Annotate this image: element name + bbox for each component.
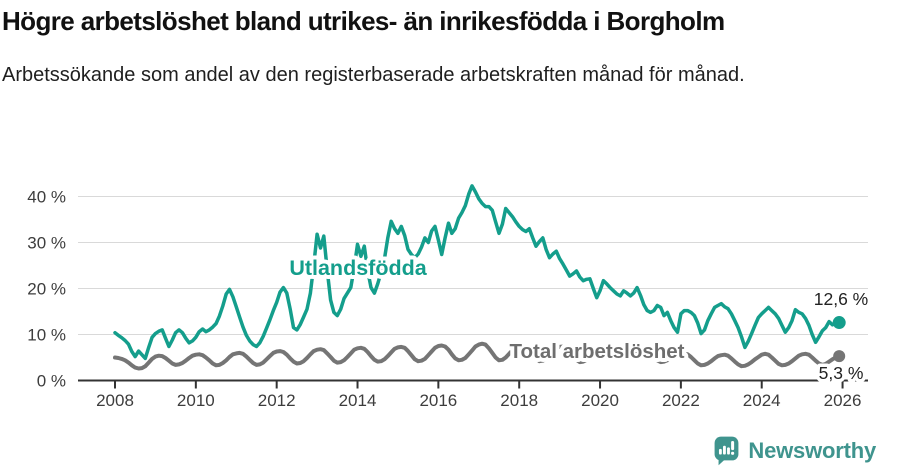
y-tick-label: 30 % xyxy=(27,234,66,253)
x-tick-label: 2026 xyxy=(824,391,862,410)
x-tick-label: 2018 xyxy=(500,391,538,410)
y-tick-label: 0 % xyxy=(37,372,66,391)
brand-footer: Newsworthy xyxy=(713,435,876,466)
x-tick-label: 2010 xyxy=(177,391,215,410)
y-tick-label: 20 % xyxy=(27,280,66,299)
y-tick-label: 40 % xyxy=(27,188,66,207)
series-end-label-0: 12,6 % xyxy=(814,289,868,309)
chart-subtitle: Arbetssökande som andel av den registerb… xyxy=(2,64,745,86)
x-tick-label: 2022 xyxy=(662,391,700,410)
x-tick-label: 2014 xyxy=(339,391,377,410)
series-label-1: Total arbetslöshet xyxy=(509,340,684,363)
brand-name: Newsworthy xyxy=(748,437,876,463)
series-line-0 xyxy=(113,184,841,361)
newsworthy-logo-icon xyxy=(714,436,739,466)
series-end-label-1: 5,3 % xyxy=(819,363,864,383)
x-tick-label: 2016 xyxy=(419,391,457,410)
series-end-dot-1 xyxy=(833,350,846,363)
x-tick-label: 2024 xyxy=(743,391,781,410)
x-tick-label: 2020 xyxy=(581,391,619,410)
series-label-0: Utlandsfödda xyxy=(289,256,427,280)
series-end-dot-0 xyxy=(832,316,846,330)
x-tick-label: 2008 xyxy=(96,391,134,410)
chart-title: Högre arbetslöshet bland utrikes- än inr… xyxy=(2,6,725,36)
x-tick-label: 2012 xyxy=(258,391,296,410)
series-line-1 xyxy=(113,341,842,371)
y-tick-label: 10 % xyxy=(27,326,66,345)
